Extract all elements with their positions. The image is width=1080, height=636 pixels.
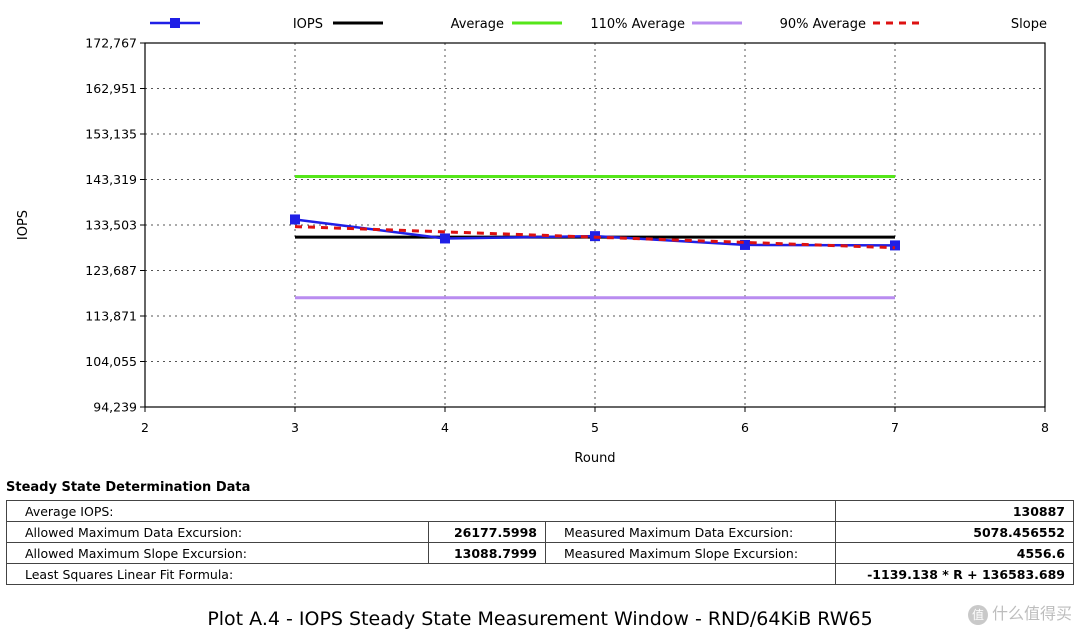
watermark-text: 什么值得买 [991,604,1072,623]
x-tick-label: 5 [591,420,599,435]
table-row: Average IOPS: 130887 [6,500,1075,522]
legend-average-label: Average [451,17,504,32]
x-tick-label: 7 [891,420,899,435]
legend-90-average-label: 90% Average [780,17,866,32]
chart-legend: IOPS Average 110% Average 90% Average Slope [150,17,1047,32]
average-iops-label: Average IOPS: [6,500,836,522]
x-axis-ticks: 2 3 4 5 6 7 8 [141,407,1049,435]
series-iops-point [440,233,450,244]
legend-iops-marker [170,18,180,28]
y-tick-label: 153,135 [85,127,137,142]
x-axis-label: Round [574,451,615,466]
y-tick-label: 172,767 [85,36,137,51]
average-iops-value: 130887 [834,500,1075,522]
iops-chart: IOPS Average 110% Average 90% Average Slope … [16,17,1049,466]
steady-state-table: Average IOPS: 130887 Allowed Maximum Dat… [6,500,1075,585]
table-row: Least Squares Linear Fit Formula: -1139.… [6,563,1075,585]
fit-formula-value: -1139.138 * R + 136583.689 [834,563,1075,585]
plot-caption: Plot A.4 - IOPS Steady State Measurement… [207,608,873,630]
legend-slope-label: Slope [1011,17,1047,32]
measured-slope-excursion-value: 4556.6 [834,542,1075,564]
chart-series [290,175,900,300]
steady-state-title: Steady State Determination Data [6,480,251,495]
y-tick-label: 113,871 [85,309,137,324]
legend-iops-label: IOPS [293,17,323,32]
y-axis-ticks: 94,239 104,055 113,871 123,687 133,503 143,31… [85,36,145,415]
x-tick-label: 2 [141,420,149,435]
legend-110-average-label: 110% Average [590,17,685,32]
x-tick-label: 6 [741,420,749,435]
y-tick-label: 123,687 [85,263,137,278]
x-tick-label: 8 [1041,420,1049,435]
fit-formula-label: Least Squares Linear Fit Formula: [6,563,836,585]
y-tick-label: 162,951 [85,81,137,96]
y-tick-label: 143,319 [85,172,137,187]
allowed-data-excursion-label: Allowed Maximum Data Excursion: [6,521,429,543]
series-iops-point [290,214,300,225]
chart-grid [145,43,1045,407]
series-iops-point [740,239,750,250]
y-axis-label: IOPS [16,210,31,240]
measured-data-excursion-label: Measured Maximum Data Excursion: [545,521,836,543]
y-tick-label: 104,055 [85,354,137,369]
watermark: 值什么值得买 [967,600,1072,625]
table-row: Allowed Maximum Data Excursion: 26177.59… [6,521,1075,543]
series-iops-point [890,240,900,251]
series-slope-line [294,225,896,250]
x-tick-label: 3 [291,420,299,435]
measured-data-excursion-value: 5078.456552 [834,521,1075,543]
table-row: Allowed Maximum Slope Excursion: 13088.7… [6,542,1075,564]
allowed-slope-excursion-value: 13088.7999 [428,542,546,564]
measured-slope-excursion-label: Measured Maximum Slope Excursion: [545,542,836,564]
watermark-logo-icon: 值 [967,604,988,625]
y-tick-label: 133,503 [85,218,137,233]
allowed-data-excursion-value: 26177.5998 [428,521,546,543]
y-tick-label: 94,239 [93,400,137,415]
allowed-slope-excursion-label: Allowed Maximum Slope Excursion: [6,542,429,564]
x-tick-label: 4 [441,420,449,435]
